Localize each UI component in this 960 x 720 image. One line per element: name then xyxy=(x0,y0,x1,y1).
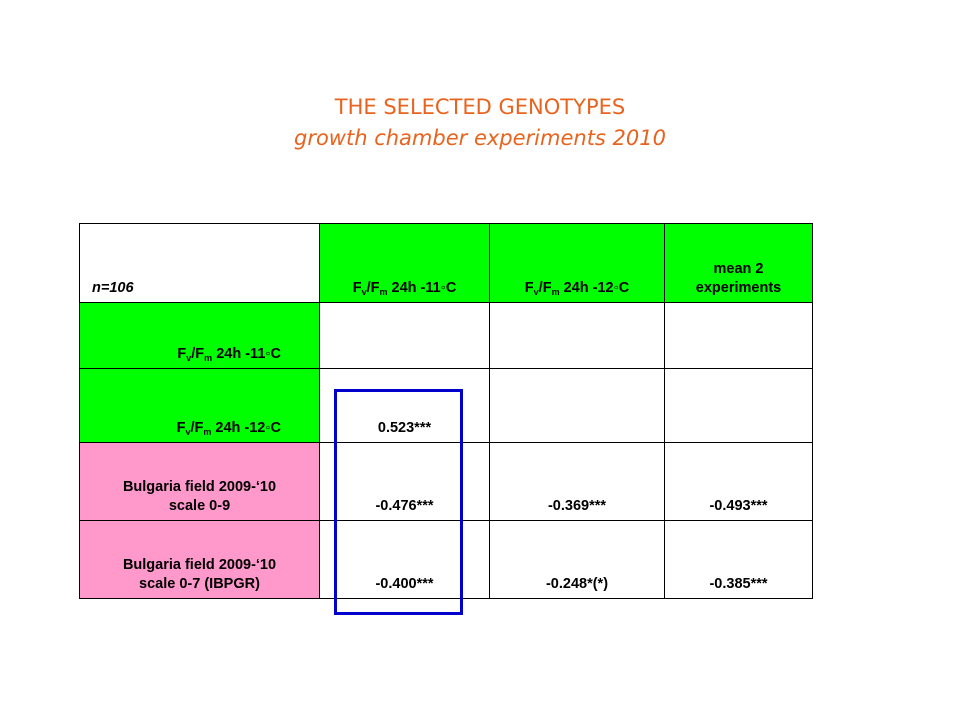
table-header-row: n=106 Fv/Fm 24h -11◦C Fv/Fm 24h -12◦C me… xyxy=(79,223,813,303)
table-cell-empty xyxy=(489,302,665,369)
table-cell-empty xyxy=(319,302,490,369)
col-header-fvfm-12: Fv/Fm 24h -12◦C xyxy=(489,223,665,303)
table-cell-empty xyxy=(664,368,813,443)
table-row: Fv/Fm 24h -11◦C xyxy=(79,302,813,369)
slide-title: THE SELECTED GENOTYPES growth chamber ex… xyxy=(0,92,960,154)
row-header-fvfm-12: Fv/Fm 24h -12◦C xyxy=(79,368,320,443)
col-header-mean: mean 2 experiments xyxy=(664,223,813,303)
table-row: Bulgaria field 2009-‘10 scale 0-9 -0.476*… xyxy=(79,442,813,521)
table-cell: -0.493*** xyxy=(664,442,813,521)
sample-size-label: n=106 xyxy=(79,223,320,303)
table-row: Fv/Fm 24h -12◦C 0.523*** xyxy=(79,368,813,443)
title-line-2: growth chamber experiments 2010 xyxy=(294,126,666,150)
row-header-bulgaria-0-7: Bulgaria field 2009-‘10 scale 0-7 (IBPGR) xyxy=(79,520,320,599)
col-header-fvfm-11: Fv/Fm 24h -11◦C xyxy=(319,223,490,303)
table-row: Bulgaria field 2009-‘10 scale 0-7 (IBPGR)… xyxy=(79,520,813,599)
highlight-box xyxy=(334,389,463,615)
table-cell: -0.369*** xyxy=(489,442,665,521)
correlation-table: n=106 Fv/Fm 24h -11◦C Fv/Fm 24h -12◦C me… xyxy=(79,223,813,599)
table-cell-empty xyxy=(664,302,813,369)
table-cell: -0.248*(*) xyxy=(489,520,665,599)
title-line-1: THE SELECTED GENOTYPES xyxy=(334,95,626,119)
table-cell-empty xyxy=(489,368,665,443)
table-cell: -0.385*** xyxy=(664,520,813,599)
row-header-bulgaria-0-9: Bulgaria field 2009-‘10 scale 0-9 xyxy=(79,442,320,521)
row-header-fvfm-11: Fv/Fm 24h -11◦C xyxy=(79,302,320,369)
